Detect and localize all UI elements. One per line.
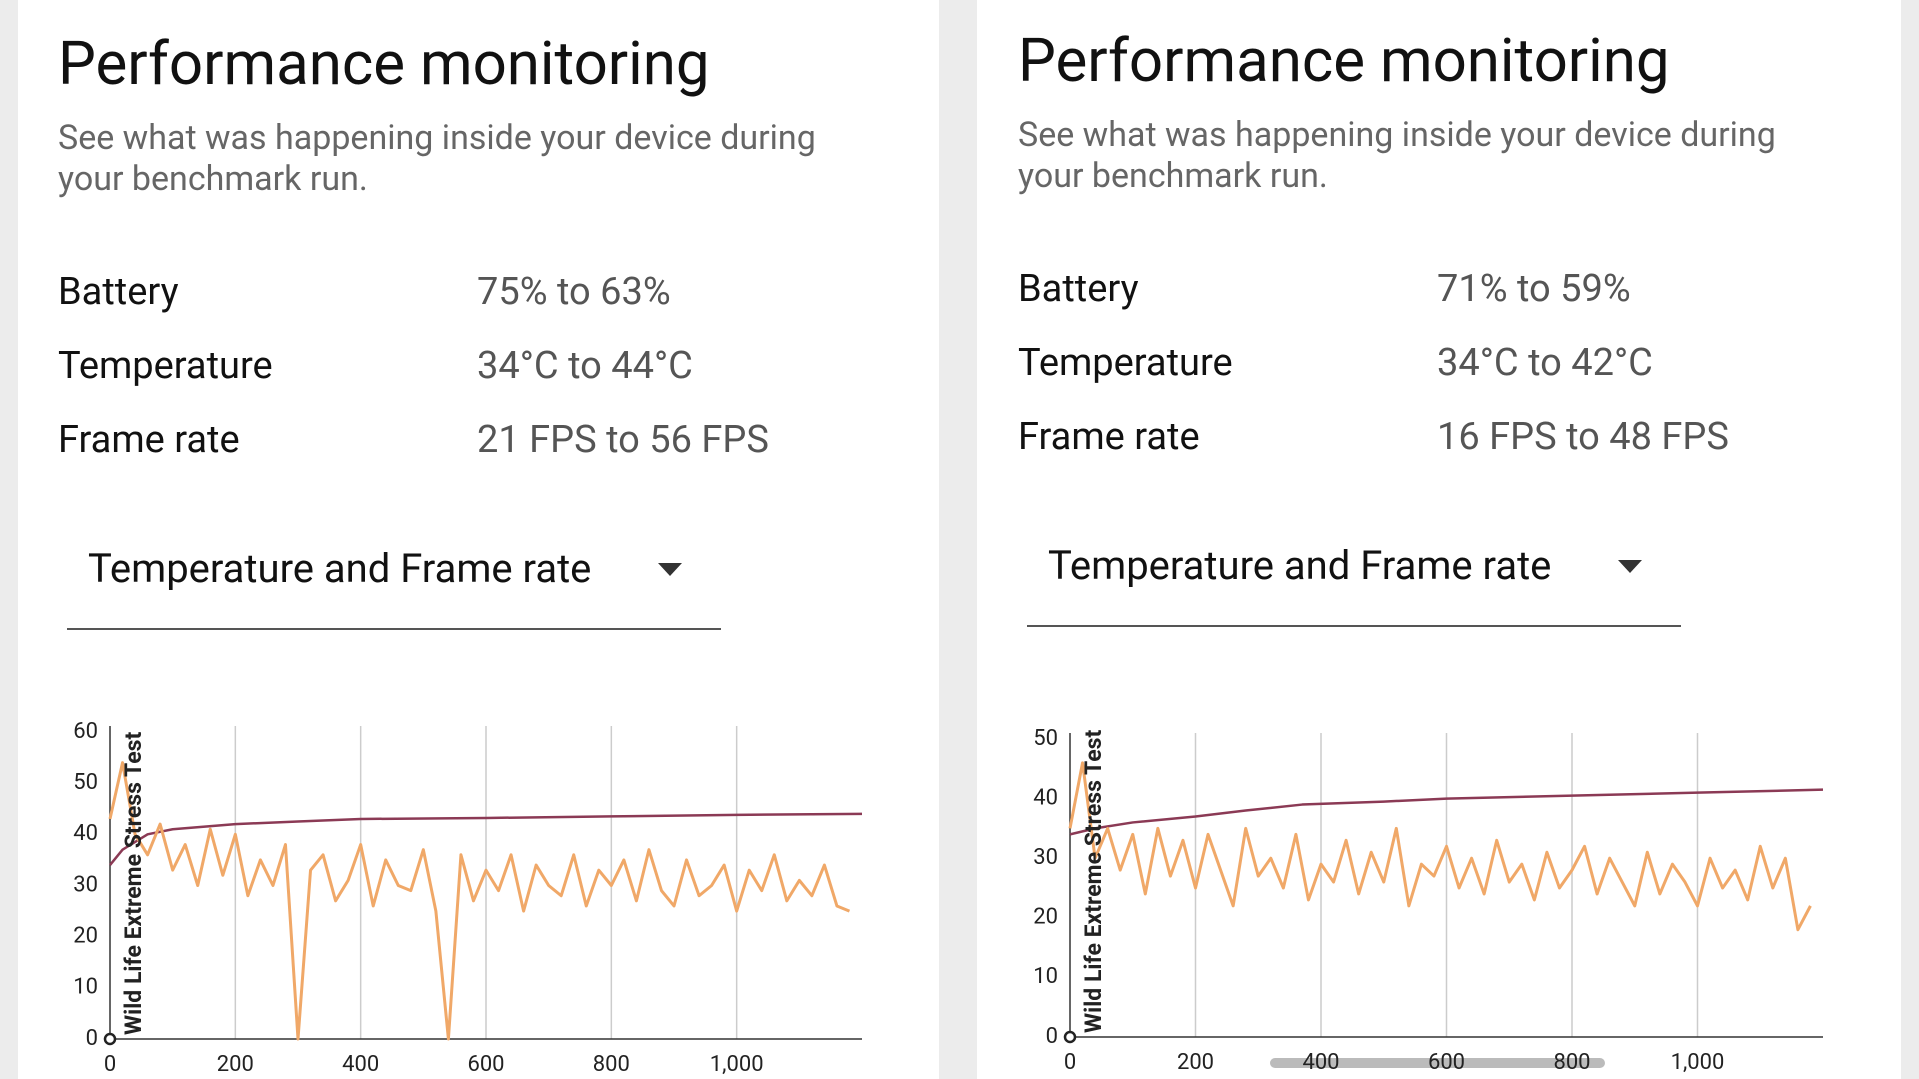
x-tick-label: 0	[1064, 1050, 1076, 1075]
y-tick-label: 30	[1033, 845, 1058, 870]
x-tick-label: 800	[593, 1052, 630, 1077]
x-tick-label: 200	[1177, 1050, 1214, 1075]
stat-value: 75% to 63%	[477, 270, 671, 314]
stat-label: Battery	[1018, 267, 1139, 311]
stat-label: Temperature	[58, 344, 273, 388]
series-line	[108, 761, 851, 1041]
stat-label: Temperature	[1018, 341, 1233, 385]
stat-label: Battery	[58, 270, 179, 314]
origin-marker	[103, 1032, 117, 1046]
y-tick-label: 20	[1033, 905, 1058, 930]
y-tick-label: 40	[1033, 785, 1058, 810]
y-tick-label: 40	[73, 821, 98, 846]
annotation: Wild Life Extreme Stress Test	[120, 732, 147, 1035]
x-tick-label: 0	[104, 1052, 116, 1077]
x-tick-label: 400	[342, 1052, 379, 1077]
x-tick-label: 200	[217, 1052, 254, 1077]
x-tick-label: 1,000	[1671, 1050, 1725, 1075]
stat-label: Frame rate	[58, 418, 240, 462]
stat-value: 21 FPS to 56 FPS	[477, 418, 769, 462]
subtitle: See what was happening inside your devic…	[58, 118, 816, 199]
y-tick-label: 60	[73, 719, 98, 744]
scrollbar	[1270, 1058, 1605, 1068]
y-tick-label: 50	[1033, 726, 1058, 751]
y-tick-label: 50	[73, 770, 98, 795]
dropdown[interactable]: Temperature and Frame rate	[88, 545, 592, 592]
y-tick-label: 0	[1046, 1024, 1058, 1049]
y-tick-label: 20	[73, 923, 98, 948]
dropdown[interactable]: Temperature and Frame rate	[1048, 542, 1552, 589]
stat-value: 34°C to 42°C	[1437, 341, 1653, 385]
origin-marker	[1063, 1030, 1077, 1044]
stat-value: 34°C to 44°C	[477, 344, 693, 388]
title: Performance monitoring	[1018, 25, 1670, 96]
x-tick-label: 600	[467, 1052, 504, 1077]
dropdown-arrow	[1618, 560, 1642, 573]
x-tick-label: 1,000	[710, 1052, 764, 1077]
x-tick-label: 400	[1302, 1050, 1339, 1075]
x-tick-label: 800	[1553, 1050, 1590, 1075]
y-tick-label: 10	[1033, 964, 1058, 989]
x-tick-label: 600	[1428, 1050, 1465, 1075]
dropdown-arrow	[658, 563, 682, 576]
stat-value: 16 FPS to 48 FPS	[1437, 415, 1729, 459]
y-tick-label: 30	[73, 872, 98, 897]
y-tick-label: 0	[86, 1026, 98, 1051]
title: Performance monitoring	[58, 28, 710, 99]
subtitle: See what was happening inside your devic…	[1018, 115, 1776, 196]
series-line	[1068, 761, 1812, 932]
stat-value: 71% to 59%	[1437, 267, 1631, 311]
annotation: Wild Life Extreme Stress Test	[1080, 730, 1107, 1033]
stat-label: Frame rate	[1018, 415, 1200, 459]
y-tick-label: 10	[73, 975, 98, 1000]
series-line	[1069, 788, 1824, 836]
